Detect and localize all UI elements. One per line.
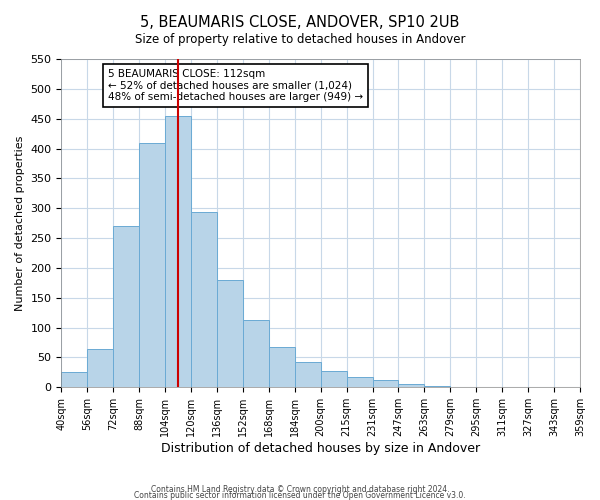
Bar (528, 387, 554, 388)
Text: Size of property relative to detached houses in Andover: Size of property relative to detached ho… (135, 32, 465, 46)
Bar (61, 372, 88, 388)
Bar (476, 387, 502, 388)
Bar (191, 212, 217, 388)
Bar (398, 384, 424, 388)
Text: 5, BEAUMARIS CLOSE, ANDOVER, SP10 2UB: 5, BEAUMARIS CLOSE, ANDOVER, SP10 2UB (140, 15, 460, 30)
Bar (217, 280, 243, 388)
Text: Contains public sector information licensed under the Open Government Licence v3: Contains public sector information licen… (134, 490, 466, 500)
Bar (347, 376, 373, 388)
Bar (451, 387, 476, 388)
Bar (502, 387, 528, 388)
X-axis label: Distribution of detached houses by size in Andover: Distribution of detached houses by size … (161, 442, 480, 455)
Bar (139, 142, 165, 388)
Text: Contains HM Land Registry data © Crown copyright and database right 2024.: Contains HM Land Registry data © Crown c… (151, 484, 449, 494)
Bar (88, 348, 113, 388)
Bar (165, 116, 191, 388)
Bar (424, 386, 451, 388)
Bar (269, 348, 295, 388)
Bar (321, 371, 347, 388)
Y-axis label: Number of detached properties: Number of detached properties (15, 136, 25, 311)
Bar (554, 387, 580, 388)
Bar (295, 362, 321, 388)
Bar (243, 320, 269, 388)
Bar (373, 380, 398, 388)
Bar (113, 226, 139, 388)
Text: 5 BEAUMARIS CLOSE: 112sqm
← 52% of detached houses are smaller (1,024)
48% of se: 5 BEAUMARIS CLOSE: 112sqm ← 52% of detac… (108, 69, 363, 102)
